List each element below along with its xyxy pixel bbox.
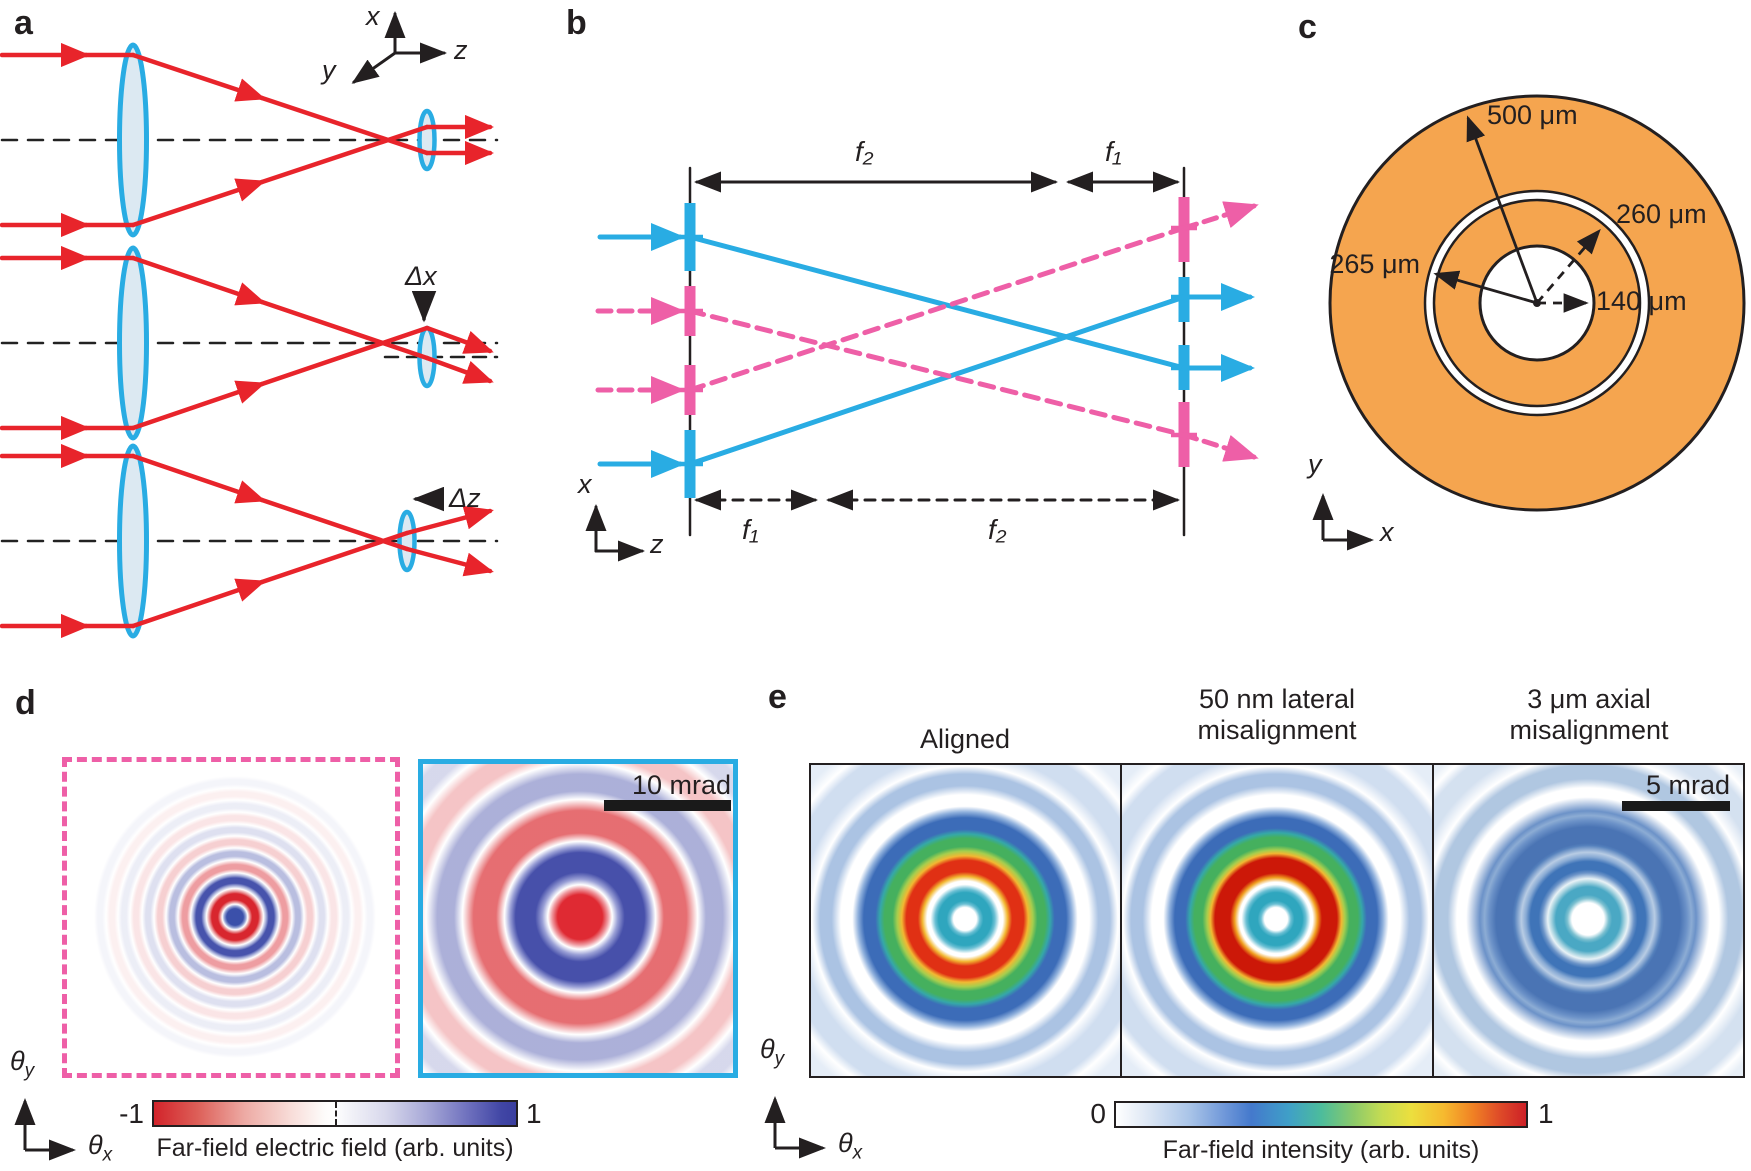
focal-length-f2-top: f₂ [855, 136, 874, 167]
axis-y-label: y [322, 55, 336, 85]
title-axial-misalignment: 3 μm axial misalignment [1509, 684, 1669, 745]
panel-b-diagram [585, 166, 1259, 562]
radius-arrows [1433, 115, 1601, 313]
title-lateral-misalignment: 50 nm lateral misalignment [1197, 684, 1357, 745]
intensity-pattern-axial [1433, 765, 1743, 1076]
ring-inner-radius-label: 260 μm [1616, 199, 1707, 229]
red-rays [0, 42, 495, 238]
theta-y-label: θy [10, 1046, 35, 1082]
delta-z-label: Δz [449, 483, 481, 513]
metalens-icon [417, 108, 437, 172]
interior-rays [687, 225, 1187, 467]
colorbar-label: Far-field electric field (arb. units) [156, 1134, 514, 1162]
intensity-aligned-cell [811, 765, 1123, 1076]
lens-row-axial-shift [0, 443, 499, 639]
intensity-panels-frame [809, 763, 1745, 1078]
ring-outer-radius-label: 265 μm [1329, 249, 1420, 279]
intensity-colorbar [1114, 1101, 1528, 1128]
panel-c-diagram [1312, 94, 1746, 551]
red-rays [0, 245, 494, 441]
axis-z-label: z [650, 529, 664, 559]
axis-x-label: x [578, 469, 592, 499]
lens-row-aligned [0, 42, 499, 238]
title-aligned: Aligned [919, 724, 1011, 754]
scale-bar [604, 800, 731, 811]
focal-length-f1-top: f₁ [1105, 136, 1122, 167]
objective-lens-icon [117, 42, 149, 238]
colorbar-min: 0 [1090, 1098, 1106, 1129]
axis-z-label: z [454, 35, 468, 65]
theta-y-label: θy [760, 1034, 785, 1070]
metalens-shifted-icon [397, 509, 417, 573]
axis-y-label: y [1308, 449, 1322, 479]
colorbar-zero-tick [335, 1102, 337, 1125]
outgoing-rays [1181, 201, 1259, 462]
scale-bar-label: 10 mrad [631, 770, 731, 800]
incoming-rays [595, 223, 685, 479]
focal-length-f1-bottom: f₁ [742, 514, 759, 545]
objective-lens-icon [117, 443, 149, 639]
xyz-axes-icon [351, 11, 447, 84]
panel-a-label: a [14, 4, 33, 42]
red-rays [0, 443, 494, 639]
farfield-small-frame [62, 757, 400, 1078]
farfield-zoom-frame [418, 759, 738, 1078]
panel-d-theta-axes-icon [14, 1098, 76, 1161]
panel-e-label: e [768, 678, 787, 716]
theta-x-label: θx [88, 1130, 113, 1166]
focal-length-f2-bottom: f₂ [988, 514, 1007, 545]
colorbar-max: 1 [1538, 1098, 1554, 1129]
hole-radius-label: 140 μm [1596, 286, 1687, 316]
panel-e-theta-axes-icon [764, 1096, 826, 1159]
objective-lens-icon [117, 245, 149, 441]
theta-x-label: θx [838, 1128, 863, 1164]
farfield-pattern-zoom [423, 764, 733, 1073]
colorbar-max: 1 [526, 1098, 542, 1129]
intensity-lateral-cell [1122, 765, 1434, 1076]
intensity-pattern-lateral [1122, 765, 1432, 1076]
dimension-lines [694, 171, 1180, 511]
farfield-pattern-small [85, 767, 385, 1067]
intensity-pattern-aligned [811, 765, 1121, 1076]
delta-x-label: Δx [405, 261, 437, 291]
lens-row-lateral-shift [0, 245, 499, 441]
panel-a-diagram [0, 11, 499, 639]
intensity-axial-cell [1433, 765, 1743, 1076]
panel-c-label: c [1298, 8, 1317, 46]
outer-radius-label: 500 μm [1487, 100, 1578, 130]
colorbar-min: -1 [119, 1098, 144, 1129]
colorbar-label: Far-field intensity (arb. units) [1162, 1136, 1480, 1164]
panel-d-label: d [15, 684, 36, 722]
xy-axes-icon [1312, 493, 1374, 551]
scale-bar [1622, 801, 1730, 811]
xz-axes-icon [585, 504, 645, 562]
panel-b-label: b [566, 4, 587, 42]
scale-bar-label: 5 mrad [1645, 770, 1730, 800]
field-colorbar [152, 1100, 518, 1127]
axis-x-label: x [1380, 517, 1394, 547]
axis-x-label: x [366, 1, 380, 31]
